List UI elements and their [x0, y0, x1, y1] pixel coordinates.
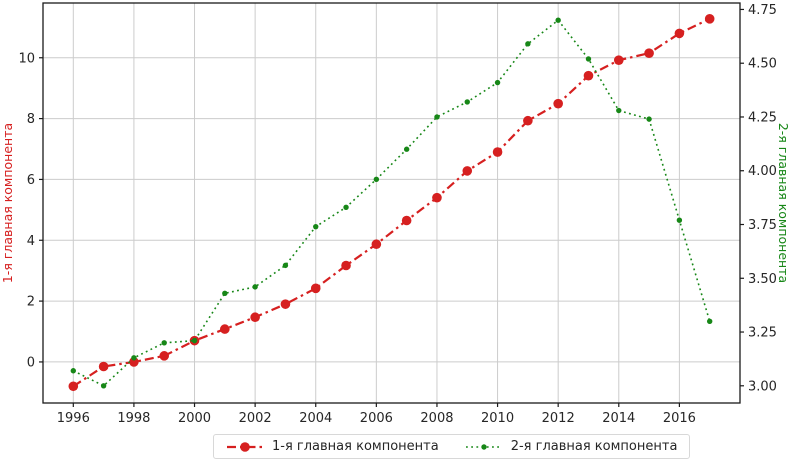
- data-point-marker: [343, 204, 349, 211]
- right-tick-label: 3.25: [748, 326, 777, 341]
- right-tick-label: 3.00: [748, 379, 777, 394]
- left-axis-label: 1-я главная компонента: [0, 123, 15, 283]
- data-point-marker: [222, 290, 228, 297]
- x-tick-label: 1996: [57, 411, 90, 426]
- data-point-marker: [432, 192, 442, 203]
- data-point-marker: [310, 283, 321, 294]
- data-point-marker: [191, 337, 198, 344]
- data-point-marker: [252, 284, 258, 290]
- legend-item-label: 2-я главная компонента: [510, 439, 678, 454]
- data-point-marker: [401, 215, 412, 226]
- data-point-marker: [250, 312, 260, 323]
- left-tick-label: 2: [27, 295, 35, 310]
- data-point-marker: [68, 381, 79, 392]
- legend-item: 2-я главная компонента: [465, 439, 678, 454]
- data-point-marker: [434, 114, 440, 120]
- right-tick-label: 3.75: [748, 218, 777, 233]
- data-point-marker: [525, 41, 531, 47]
- data-point-marker: [159, 351, 170, 361]
- right-tick-label: 4.75: [748, 3, 777, 18]
- x-tick-label: 2014: [602, 411, 635, 426]
- data-point-marker: [313, 223, 319, 230]
- data-point-marker: [676, 217, 683, 223]
- data-point-marker: [523, 115, 533, 126]
- left-tick-label: 10: [18, 51, 35, 66]
- left-tick-label: 6: [27, 173, 35, 188]
- data-point-marker: [282, 262, 289, 269]
- data-point-marker: [70, 368, 77, 374]
- data-point-marker: [555, 17, 561, 23]
- x-tick-label: 2006: [360, 411, 393, 426]
- data-point-marker: [280, 299, 291, 309]
- x-tick-label: 2008: [420, 411, 453, 426]
- data-point-marker: [129, 357, 139, 367]
- x-tick-label: 2012: [542, 411, 575, 426]
- x-tick-label: 2010: [481, 411, 514, 426]
- data-point-marker: [674, 28, 685, 39]
- legend-sample-line: [465, 443, 502, 450]
- data-point-marker: [646, 116, 652, 122]
- series-line: [72, 17, 711, 388]
- legend-marker: [481, 443, 487, 450]
- right-tick-label: 3.50: [748, 272, 777, 287]
- plot-frame: [42, 2, 741, 404]
- data-point-marker: [403, 146, 410, 152]
- data-point-marker: [583, 70, 594, 81]
- data-point-marker: [161, 340, 167, 346]
- data-point-marker: [644, 48, 654, 58]
- data-point-marker: [616, 107, 622, 114]
- data-point-marker: [704, 14, 715, 24]
- data-point-marker: [373, 176, 380, 183]
- data-point-marker: [131, 355, 137, 361]
- legend: 1-я главная компонента 2-я главная компон…: [213, 434, 691, 459]
- legend-sample-line: [227, 441, 263, 452]
- data-point-marker: [706, 318, 713, 324]
- left-tick-label: 8: [27, 112, 35, 127]
- data-point-marker: [464, 99, 470, 105]
- data-point-marker: [553, 98, 563, 109]
- right-tick-label: 4.50: [748, 57, 777, 72]
- legend-item-label: 1-я главная компонента: [272, 439, 439, 454]
- x-tick-label: 2016: [663, 411, 696, 426]
- data-point-marker: [492, 147, 503, 157]
- data-point-marker: [341, 260, 351, 271]
- series-line: [72, 19, 711, 387]
- right-axis-label: 2-я главная компонента: [776, 123, 791, 283]
- data-point-marker: [585, 56, 592, 62]
- legend-marker: [240, 441, 250, 452]
- data-point-marker: [371, 239, 382, 250]
- x-tick-label: 2004: [299, 411, 332, 426]
- x-tick-label: 2002: [239, 411, 272, 426]
- x-tick-label: 2000: [178, 411, 211, 426]
- data-point-marker: [494, 79, 501, 86]
- x-tick-label: 1998: [117, 411, 150, 426]
- right-tick-label: 4.25: [748, 110, 777, 125]
- data-point-marker: [100, 383, 107, 389]
- right-tick-label: 4.00: [748, 164, 777, 179]
- data-point-marker: [613, 55, 624, 65]
- legend-item: 1-я главная компонента: [226, 439, 439, 454]
- data-point-marker: [462, 166, 473, 176]
- data-point-marker: [98, 361, 109, 372]
- data-point-marker: [220, 324, 230, 334]
- left-tick-label: 0: [27, 355, 35, 370]
- left-tick-label: 4: [27, 234, 35, 249]
